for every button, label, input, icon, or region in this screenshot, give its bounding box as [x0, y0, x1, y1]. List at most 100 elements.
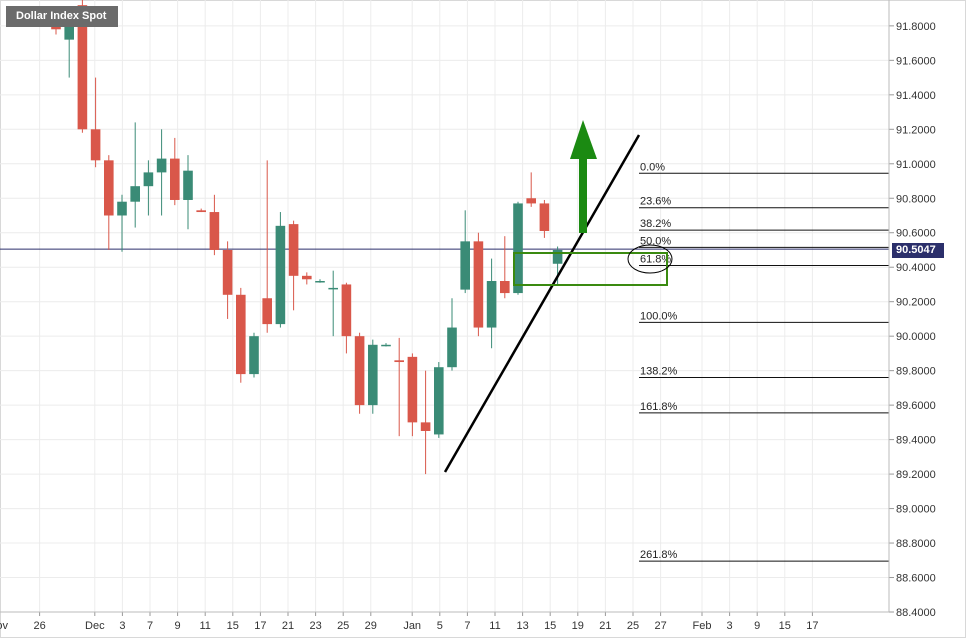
candle-body-up [368, 344, 378, 406]
candle-body-up [381, 344, 391, 347]
candle-body-down [196, 210, 206, 213]
y-tick-label: 90.4000 [896, 262, 936, 274]
candle-body-up [275, 225, 286, 325]
fib-level-label: 38.2% [640, 218, 671, 230]
x-tick-label: 29 [365, 620, 377, 632]
candle-body-down [302, 275, 312, 280]
candle-body-down [526, 198, 536, 204]
candle-body-down [539, 203, 550, 232]
candle-body-down [77, 5, 88, 130]
candle-body-up [434, 367, 444, 435]
fib-level-label: 138.2% [640, 366, 678, 378]
x-tick-label: 9 [175, 620, 181, 632]
y-tick-label: 91.2000 [896, 124, 936, 136]
x-tick-label: 7 [464, 620, 470, 632]
y-tick-label: 91.8000 [896, 21, 936, 33]
candle-body-up [130, 186, 140, 202]
x-tick-label: 11 [489, 620, 500, 632]
y-tick-label: 89.4000 [896, 435, 936, 447]
x-tick-label: 15 [544, 620, 556, 632]
candle-body-down [354, 336, 365, 406]
candle-body-up [460, 241, 470, 290]
candle-body-down [341, 284, 352, 337]
candle-body-down [90, 129, 101, 161]
fib-level-label: 50.0% [640, 235, 671, 247]
x-tick-label: Feb [693, 620, 712, 632]
y-tick-label: 90.6000 [896, 228, 936, 240]
fib-level-label: 23.6% [640, 196, 671, 208]
x-tick-label: 11 [199, 620, 210, 632]
candle-body-up [249, 336, 259, 375]
y-tick-label: 91.6000 [896, 55, 936, 67]
last-price-tag: 90.5047 [892, 243, 944, 258]
x-tick-label: 26 [33, 620, 45, 632]
x-tick-label: 15 [779, 620, 791, 632]
x-tick-label: 17 [806, 620, 818, 632]
fib-level-label: 100.0% [640, 310, 678, 322]
x-tick-label: Jan [403, 620, 421, 632]
y-tick-label: 89.8000 [896, 366, 936, 378]
arrow-shaft [579, 158, 587, 233]
y-tick-label: 89.6000 [896, 400, 936, 412]
candle-body-down [473, 241, 484, 328]
candle-body-down [500, 281, 510, 294]
x-tick-label: 5 [437, 620, 443, 632]
y-tick-label: 91.0000 [896, 159, 936, 171]
x-tick-label: 27 [654, 620, 666, 632]
candle-body-up [143, 172, 154, 187]
candle-body-up [447, 327, 457, 368]
x-tick-label: 23 [309, 620, 321, 632]
candle-body-down [407, 356, 418, 423]
fib-618-circle [627, 244, 673, 274]
candle-body-up [552, 249, 563, 264]
x-tick-label: 17 [254, 620, 266, 632]
candle-body-up [486, 281, 497, 328]
y-tick-label: 91.4000 [896, 90, 936, 102]
candle-body-down [420, 422, 431, 431]
x-tick-label: 3 [119, 620, 125, 632]
support-zone-box [513, 252, 668, 286]
candle-body-up [156, 158, 167, 173]
fibonacci-levels: 0.0% 23.6% 38.2% 50.0% 61.8% 100.0% 138.2% 161.… [0, 161, 889, 562]
y-tick-label: 90.0000 [896, 331, 936, 343]
x-tick-label: 21 [599, 620, 611, 632]
x-tick-label: 21 [282, 620, 294, 632]
y-tick-label: 88.4000 [896, 607, 936, 619]
x-tick-label: 3 [727, 620, 733, 632]
candle-body-down [104, 160, 114, 216]
candle-body-up [117, 201, 127, 216]
axes: 91.8000 91.6000 91.4000 91.2000 91.0000 90.80… [0, 0, 936, 632]
fib-level-label: 61.8% [640, 253, 671, 265]
candle-body-up [513, 203, 523, 294]
candle-body-down [236, 294, 246, 375]
candle-body-down [170, 158, 180, 200]
candle-body-down [222, 249, 233, 295]
x-tick-label: Dec [85, 620, 105, 632]
y-tick-label: 88.6000 [896, 573, 936, 585]
fib-level-label: 261.8% [640, 549, 678, 561]
y-tick-label: 89.0000 [896, 504, 936, 516]
candle-body-up [64, 17, 74, 40]
x-tick-label: Nov [0, 620, 8, 632]
x-tick-label: 7 [147, 620, 153, 632]
candle-body-up [328, 287, 338, 290]
fib-level-label: 0.0% [640, 161, 665, 173]
y-tick-label: 90.8000 [896, 193, 936, 205]
fib-level-label: 161.8% [640, 401, 678, 413]
candle-body-up [315, 281, 325, 283]
chart-title: Dollar Index Spot [6, 6, 118, 27]
x-tick-label: 19 [572, 620, 584, 632]
y-tick-label: 88.8000 [896, 538, 936, 550]
x-tick-label: 13 [516, 620, 528, 632]
x-tick-label: 15 [227, 620, 239, 632]
x-tick-label: 25 [337, 620, 349, 632]
candle-body-up [183, 170, 193, 200]
candle-body-down [209, 212, 220, 250]
candlestick-series [51, 0, 563, 475]
candle-body-down [288, 224, 299, 276]
x-tick-label: 9 [754, 620, 760, 632]
x-tick-label: 25 [627, 620, 639, 632]
annotations [443, 120, 673, 473]
